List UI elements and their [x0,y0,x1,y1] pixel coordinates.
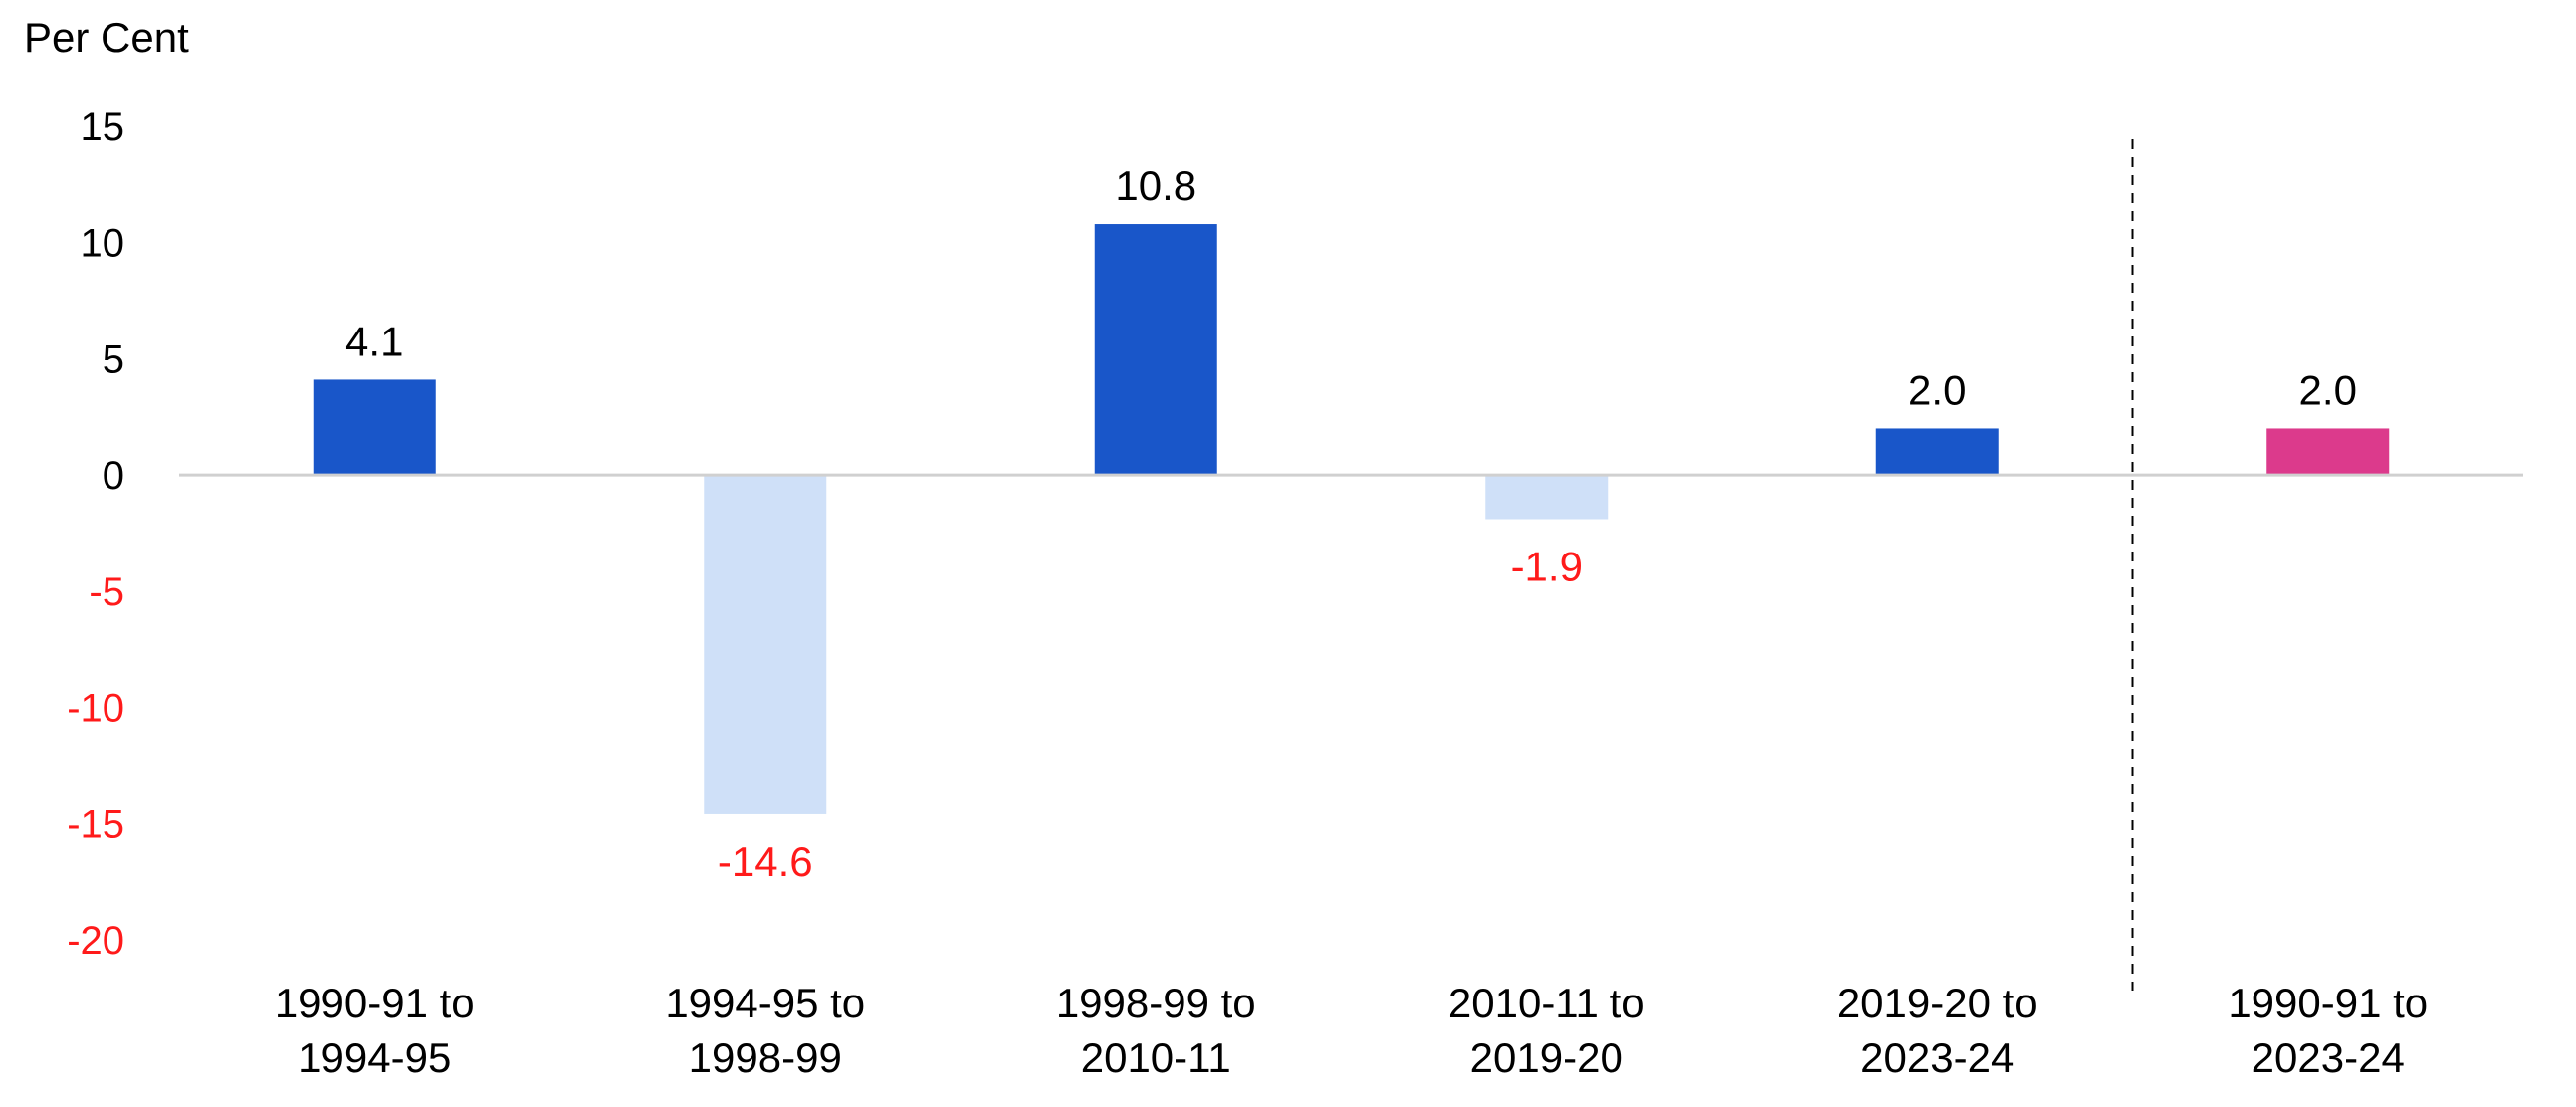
x-tick-label-line: 2010-11 to [1448,980,1645,1026]
value-label: 2.0 [2299,366,2357,413]
x-tick-label: 1998-99 to 2010-11 [1056,980,1256,1081]
x-tick-label-line: 2010-11 [1081,1034,1231,1081]
bar [1485,475,1609,520]
y-tick-label: 5 [103,337,124,381]
x-tick-label: 2010-11 to 2019-20 [1448,980,1645,1081]
x-tick-label-line: 2023-24 [2252,1034,2405,1081]
bars [313,224,2390,814]
value-label: -14.6 [718,838,813,885]
x-tick-label-line: 2019-20 to [1837,980,2038,1026]
y-tick-label: -20 [67,919,124,963]
y-tick-label: 15 [81,106,125,149]
x-tick-label-line: 2023-24 [1860,1034,2014,1081]
value-label: 4.1 [345,318,403,364]
bar [704,475,827,814]
y-axis-label: Per Cent [24,14,189,61]
x-tick-label: 1990-91 to 2023-24 [2228,980,2428,1081]
value-labels: 4.1 -14.6 10.8 -1.9 2.0 2.0 [345,162,2357,885]
x-tick-label-line: 1994-95 [298,1034,451,1081]
bar [2266,428,2390,476]
bar [313,379,436,476]
value-label: 10.8 [1115,162,1196,209]
x-tick-label-line: 2019-20 [1470,1034,1623,1081]
x-tick-label-line: 1998-99 [689,1034,842,1081]
y-tick-label: 10 [81,222,125,266]
value-label: -1.9 [1511,543,1583,589]
x-tick-label-line: 1990-91 to [2228,980,2428,1026]
x-axis-labels: 1990-91 to 1994-95 1994-95 to 1998-99 1998-9… [275,980,2428,1081]
x-tick-label-line: 1990-91 to [275,980,475,1026]
y-tick-label: 0 [103,454,124,498]
x-tick-label-line: 1994-95 to [665,980,865,1026]
x-tick-label-line: 1998-99 to [1056,980,1256,1026]
x-tick-label: 1990-91 to 1994-95 [275,980,475,1081]
y-axis-ticks: 15 10 5 0 -5 -10 -15 -20 [67,106,124,963]
y-tick-label: -5 [89,570,124,614]
bar [1875,428,1999,476]
bar [1094,224,1217,476]
x-tick-label: 2019-20 to 2023-24 [1837,980,2038,1081]
y-tick-label: -15 [67,802,124,846]
y-tick-label: -10 [67,687,124,731]
x-tick-label: 1994-95 to 1998-99 [665,980,865,1081]
value-label: 2.0 [1908,366,1966,413]
